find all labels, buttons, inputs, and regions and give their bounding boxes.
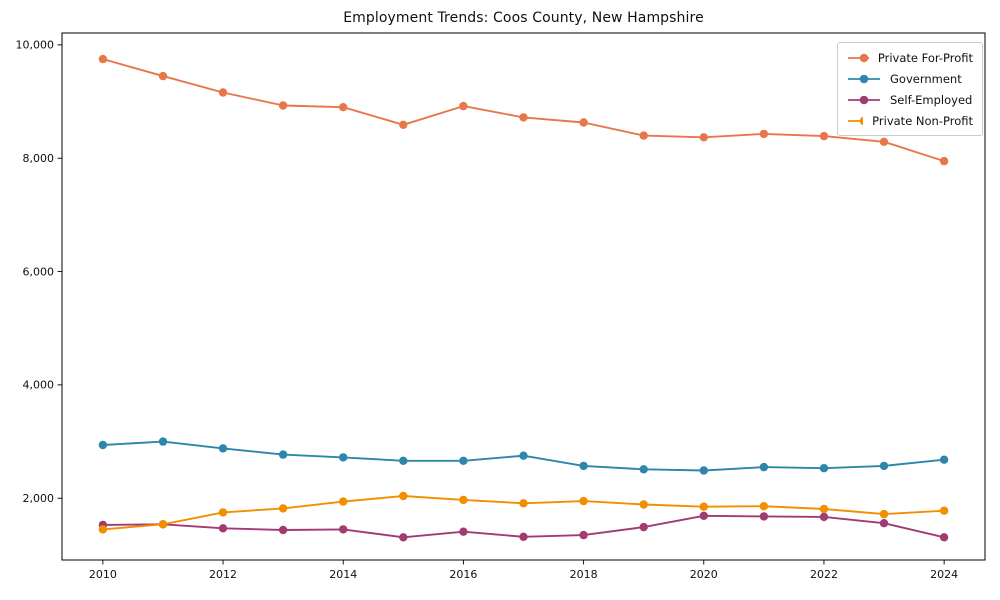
data-point xyxy=(579,118,588,127)
data-point xyxy=(879,519,889,528)
data-point xyxy=(519,499,528,508)
data-point xyxy=(459,456,468,465)
data-point xyxy=(399,491,408,501)
data-point xyxy=(639,500,648,509)
x-tick-label: 2018 xyxy=(570,568,598,581)
legend: Private For-Profit Government Self-Employe… xyxy=(837,42,983,136)
x-tick-label: 2016 xyxy=(449,568,477,581)
data-point xyxy=(459,101,468,111)
legend-item-label: Government xyxy=(890,71,962,86)
x-tick-label: 2012 xyxy=(209,568,237,581)
data-point xyxy=(819,504,829,514)
legend-marker-icon xyxy=(848,74,880,83)
data-point xyxy=(819,512,829,522)
data-point xyxy=(519,451,528,460)
legend-item-private-non-profit: Private Non-Profit xyxy=(847,113,973,128)
data-point xyxy=(819,131,829,141)
data-point xyxy=(939,156,949,166)
data-point xyxy=(459,527,468,536)
data-point xyxy=(759,462,769,472)
data-point xyxy=(459,495,468,505)
data-point xyxy=(278,504,288,513)
data-point xyxy=(339,103,348,112)
x-tick-label: 2020 xyxy=(690,568,718,581)
data-point xyxy=(98,440,108,450)
data-point xyxy=(759,129,769,139)
data-point xyxy=(98,525,108,534)
legend-marker-icon xyxy=(848,116,864,125)
data-point xyxy=(699,511,708,520)
data-point xyxy=(519,113,528,122)
legend-item-label: Private Non-Profit xyxy=(872,113,973,128)
data-point xyxy=(399,120,408,129)
legend-item-label: Self-Employed xyxy=(890,92,973,107)
data-point xyxy=(759,512,769,521)
legend-item-self-employed: Self-Employed xyxy=(847,92,973,107)
data-point xyxy=(98,54,108,64)
y-tick-label: 4,000 xyxy=(23,379,55,392)
series-private-non-profit xyxy=(98,491,949,534)
data-point xyxy=(939,506,949,515)
data-point xyxy=(579,461,588,471)
data-point xyxy=(158,437,168,446)
data-point xyxy=(339,497,348,506)
legend-item-government: Government xyxy=(847,71,973,86)
data-point xyxy=(639,465,648,474)
data-point xyxy=(579,530,588,540)
data-point xyxy=(879,137,889,146)
data-point xyxy=(278,101,288,110)
data-point xyxy=(399,456,408,465)
x-tick-label: 2014 xyxy=(329,568,357,581)
data-point xyxy=(939,455,949,464)
data-point xyxy=(278,525,288,535)
x-tick-label: 2010 xyxy=(89,568,117,581)
y-tick-label: 10,000 xyxy=(16,39,55,52)
data-point xyxy=(639,131,648,140)
series-private-for-profit xyxy=(98,54,949,166)
data-point xyxy=(639,522,648,532)
data-point xyxy=(939,533,949,542)
chart-title: Employment Trends: Coos County, New Hamp… xyxy=(343,10,704,26)
legend-item-label: Private For-Profit xyxy=(877,50,973,65)
y-tick-label: 2,000 xyxy=(23,492,55,505)
data-point xyxy=(879,509,889,519)
series-self-employed xyxy=(98,511,949,542)
data-point xyxy=(278,450,288,459)
data-point xyxy=(699,133,708,142)
data-point xyxy=(158,71,168,81)
data-point xyxy=(339,453,348,462)
data-point xyxy=(218,508,228,517)
x-tick-label: 2024 xyxy=(930,568,958,581)
data-point xyxy=(699,466,708,475)
data-point xyxy=(218,524,228,533)
legend-item-private-for-profit: Private For-Profit xyxy=(847,50,973,65)
data-point xyxy=(158,520,168,529)
data-point xyxy=(218,444,228,453)
legend-marker-icon xyxy=(848,53,869,62)
series-government xyxy=(98,437,949,475)
data-point xyxy=(218,88,228,97)
data-point xyxy=(759,502,769,511)
series-line xyxy=(102,58,945,163)
data-point xyxy=(879,461,889,471)
y-tick-label: 6,000 xyxy=(23,265,55,278)
y-tick-label: 8,000 xyxy=(23,152,55,165)
data-point xyxy=(699,502,708,511)
data-point xyxy=(819,464,829,473)
data-point xyxy=(339,525,348,534)
data-point xyxy=(399,533,408,542)
data-point xyxy=(579,496,588,506)
plot-frame xyxy=(61,32,986,561)
legend-marker-icon xyxy=(848,95,880,104)
x-tick-label: 2022 xyxy=(810,568,838,581)
data-point xyxy=(519,532,528,541)
